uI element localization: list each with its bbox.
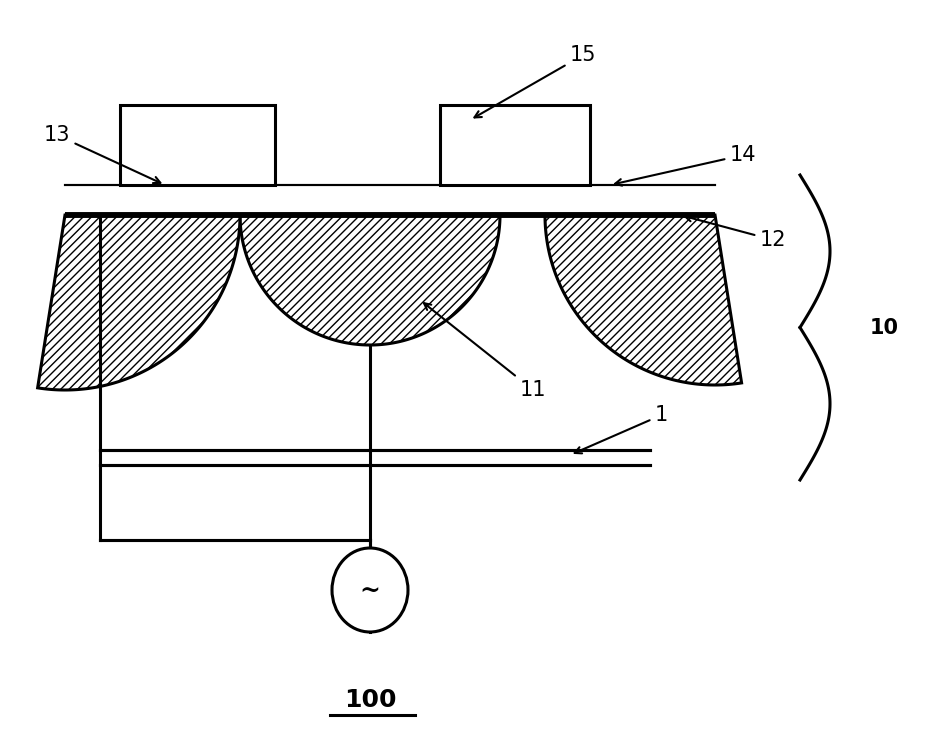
Polygon shape bbox=[240, 215, 500, 345]
Text: 10: 10 bbox=[870, 317, 899, 337]
Polygon shape bbox=[38, 215, 240, 390]
Text: 12: 12 bbox=[685, 215, 787, 250]
Text: 15: 15 bbox=[475, 45, 597, 117]
Text: ~: ~ bbox=[360, 578, 381, 602]
Text: 100: 100 bbox=[344, 688, 397, 712]
Text: 1: 1 bbox=[574, 405, 668, 453]
Bar bbox=[440, 105, 590, 185]
Text: 14: 14 bbox=[615, 145, 757, 186]
Polygon shape bbox=[545, 215, 742, 385]
Text: 11: 11 bbox=[424, 303, 546, 400]
Ellipse shape bbox=[332, 548, 408, 632]
Bar bbox=[120, 105, 275, 185]
Text: 13: 13 bbox=[43, 125, 161, 183]
